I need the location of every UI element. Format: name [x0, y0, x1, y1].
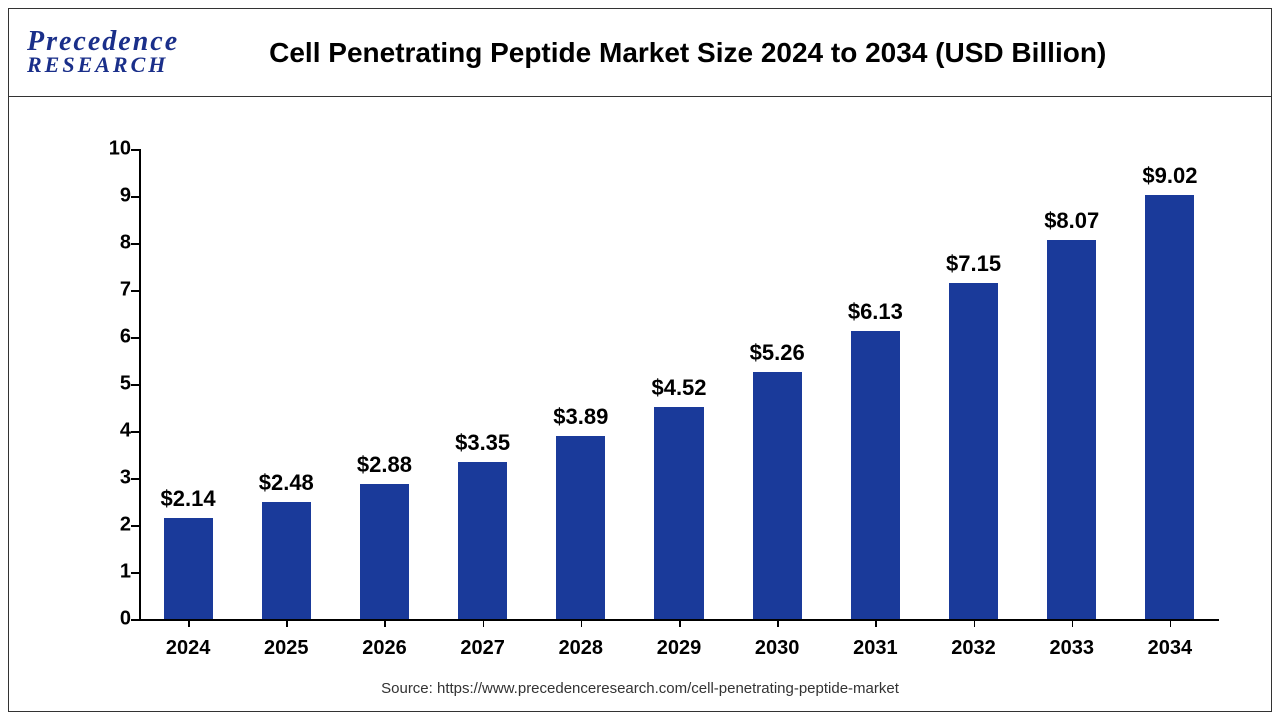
- bar-value-label: $3.35: [455, 430, 510, 456]
- y-axis-label: 1: [91, 561, 131, 584]
- bar: [262, 502, 311, 619]
- bar-value-label: $2.14: [161, 486, 216, 512]
- bar-value-label: $3.89: [553, 404, 608, 430]
- y-axis-label: 2: [91, 514, 131, 537]
- y-axis-label: 8: [91, 232, 131, 255]
- source-text: Source: https://www.precedenceresearch.c…: [9, 680, 1271, 697]
- bar: [949, 283, 998, 619]
- y-tick: [131, 196, 139, 198]
- y-tick: [131, 525, 139, 527]
- chart-container: Precedence RESEARCH Cell Penetrating Pep…: [8, 8, 1272, 712]
- chart-title: Cell Penetrating Peptide Market Size 202…: [239, 37, 1271, 69]
- y-tick: [131, 243, 139, 245]
- x-tick: [974, 619, 976, 627]
- x-tick: [286, 619, 288, 627]
- bar: [556, 436, 605, 619]
- x-axis-label: 2024: [166, 637, 211, 660]
- y-tick: [131, 337, 139, 339]
- bar-value-label: $2.48: [259, 470, 314, 496]
- x-tick: [188, 619, 190, 627]
- logo-line2: RESEARCH: [27, 55, 179, 76]
- y-axis: [139, 149, 141, 619]
- x-tick: [384, 619, 386, 627]
- x-axis-label: 2028: [559, 637, 604, 660]
- bar-value-label: $9.02: [1142, 163, 1197, 189]
- x-axis-label: 2025: [264, 637, 309, 660]
- x-tick: [1072, 619, 1074, 627]
- bar: [458, 462, 507, 619]
- y-axis-label: 0: [91, 608, 131, 631]
- y-tick: [131, 478, 139, 480]
- x-tick: [483, 619, 485, 627]
- y-tick: [131, 572, 139, 574]
- x-axis-label: 2034: [1148, 637, 1193, 660]
- x-tick: [875, 619, 877, 627]
- bar: [654, 407, 703, 619]
- x-axis-label: 2030: [755, 637, 800, 660]
- y-tick: [131, 431, 139, 433]
- plot-area: $2.14 $2.48 $2.88 $3.35 $3.89 $4.52 $5.26 $6.13…: [139, 149, 1219, 619]
- bar: [1047, 240, 1096, 619]
- x-tick: [581, 619, 583, 627]
- bar-value-label: $8.07: [1044, 208, 1099, 234]
- x-tick: [679, 619, 681, 627]
- x-tick: [1170, 619, 1172, 627]
- bar: [851, 331, 900, 619]
- x-axis-label: 2033: [1049, 637, 1094, 660]
- y-tick: [131, 149, 139, 151]
- bar: [360, 484, 409, 619]
- bar-value-label: $5.26: [750, 340, 805, 366]
- bar-value-label: $2.88: [357, 452, 412, 478]
- bar-value-label: $7.15: [946, 251, 1001, 277]
- x-tick: [777, 619, 779, 627]
- y-axis-label: 10: [91, 138, 131, 161]
- y-tick: [131, 384, 139, 386]
- logo: Precedence RESEARCH: [27, 29, 179, 76]
- y-axis-label: 5: [91, 373, 131, 396]
- y-tick: [131, 290, 139, 292]
- y-axis-label: 3: [91, 467, 131, 490]
- x-axis-label: 2027: [460, 637, 505, 660]
- bar: [753, 372, 802, 619]
- y-axis-label: 7: [91, 279, 131, 302]
- header: Precedence RESEARCH Cell Penetrating Pep…: [9, 9, 1271, 97]
- x-axis-label: 2031: [853, 637, 898, 660]
- bar-value-label: $6.13: [848, 299, 903, 325]
- y-axis-label: 6: [91, 326, 131, 349]
- y-tick: [131, 619, 139, 621]
- logo-line1: Precedence: [27, 29, 179, 56]
- bar: [164, 518, 213, 619]
- y-axis-label: 4: [91, 420, 131, 443]
- x-axis-label: 2029: [657, 637, 702, 660]
- x-axis-label: 2026: [362, 637, 407, 660]
- bar: [1145, 195, 1194, 619]
- x-axis-label: 2032: [951, 637, 996, 660]
- bar-value-label: $4.52: [651, 375, 706, 401]
- y-axis-label: 9: [91, 185, 131, 208]
